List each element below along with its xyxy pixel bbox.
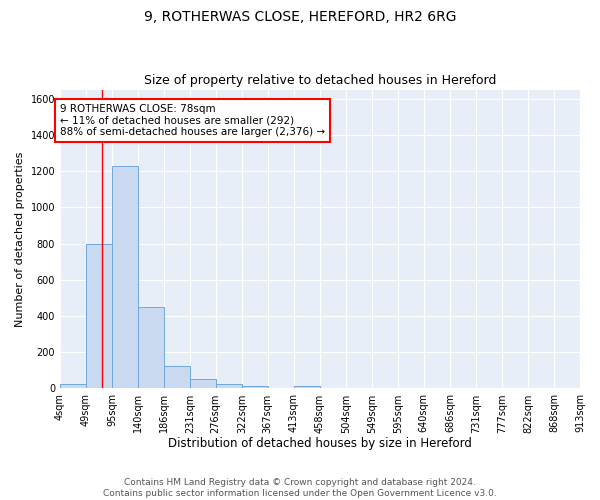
Bar: [164, 366, 190, 388]
Text: 9, ROTHERWAS CLOSE, HEREFORD, HR2 6RG: 9, ROTHERWAS CLOSE, HEREFORD, HR2 6RG: [144, 10, 456, 24]
Bar: [138, 307, 164, 388]
Bar: [294, 386, 320, 388]
Bar: [190, 378, 215, 388]
Text: Contains HM Land Registry data © Crown copyright and database right 2024.
Contai: Contains HM Land Registry data © Crown c…: [103, 478, 497, 498]
Bar: [60, 384, 86, 388]
Title: Size of property relative to detached houses in Hereford: Size of property relative to detached ho…: [144, 74, 496, 87]
Bar: [86, 244, 112, 388]
Bar: [112, 166, 138, 388]
X-axis label: Distribution of detached houses by size in Hereford: Distribution of detached houses by size …: [168, 437, 472, 450]
Bar: [242, 386, 268, 388]
Bar: [215, 384, 242, 388]
Text: 9 ROTHERWAS CLOSE: 78sqm
← 11% of detached houses are smaller (292)
88% of semi-: 9 ROTHERWAS CLOSE: 78sqm ← 11% of detach…: [60, 104, 325, 137]
Y-axis label: Number of detached properties: Number of detached properties: [15, 152, 25, 326]
